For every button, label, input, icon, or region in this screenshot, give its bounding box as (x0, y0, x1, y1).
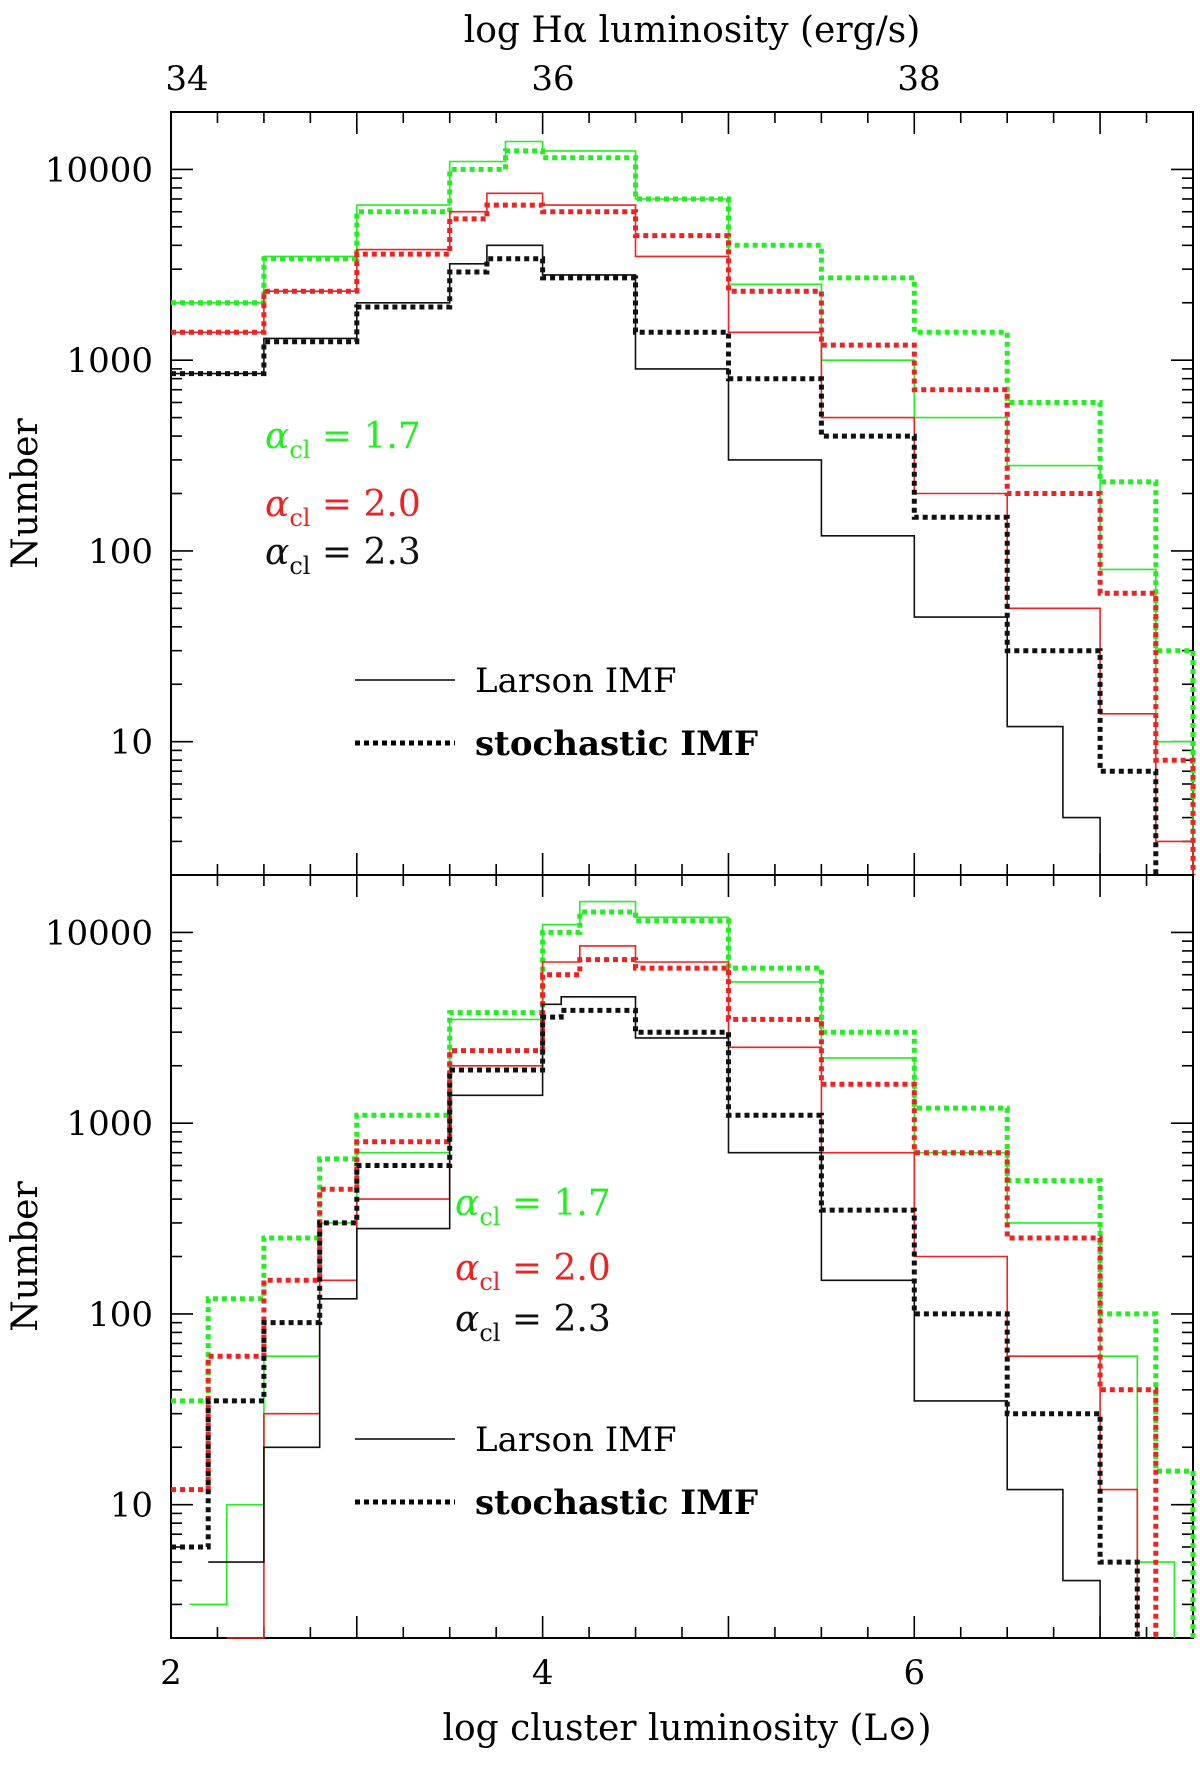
series-c1-1 (171, 909, 1196, 1638)
series-c1-2 (226, 945, 1139, 1639)
alpha-subscript: cl (289, 552, 310, 580)
alpha-symbol: α (265, 416, 289, 457)
alpha-symbol: α (265, 532, 289, 573)
top-axis-label: log Hα luminosity (erg/s) (464, 10, 921, 51)
x-axis-label: log cluster luminosity (L⊙) (442, 1708, 931, 1749)
y-tick-label: 1000 (66, 1104, 153, 1144)
y-tick-label: 100 (88, 532, 153, 572)
plot-frame-1 (170, 874, 1194, 1639)
series-c1-0 (189, 900, 1176, 1638)
alpha-symbol: α (455, 1183, 479, 1224)
series-c0-2 (171, 192, 1194, 875)
alpha-symbol: α (455, 1299, 479, 1340)
alpha-annotation-0: αcl = 1.7 (265, 416, 421, 464)
series-c0-3 (171, 202, 1196, 875)
alpha-value: = 2.0 (500, 1248, 610, 1289)
alpha-symbol: α (455, 1248, 479, 1289)
alpha-symbol: α (265, 484, 289, 525)
series-c1-4 (208, 996, 1101, 1638)
alpha-subscript: cl (479, 1319, 500, 1347)
x-tick-label: 2 (160, 1653, 182, 1693)
alpha-subscript: cl (289, 436, 310, 464)
alpha-value: = 1.7 (310, 416, 420, 457)
alpha-annotation-2: αcl = 2.3 (455, 1299, 611, 1347)
series-c1-3 (171, 957, 1159, 1638)
y-tick-label: 1000 (66, 341, 153, 381)
legend-label-1: stochastic IMF (475, 1483, 758, 1523)
alpha-value: = 2.0 (310, 484, 420, 525)
series-c0-5 (171, 256, 1159, 875)
y-axis-label: Number (5, 1181, 46, 1332)
y-tick-label: 10 (110, 723, 153, 763)
top-tick-label: 36 (531, 59, 574, 99)
alpha-subscript: cl (479, 1203, 500, 1231)
alpha-value: = 2.3 (310, 532, 420, 573)
series-c0-4 (171, 244, 1101, 875)
alpha-subscript: cl (479, 1268, 500, 1296)
top-tick-label: 34 (165, 59, 208, 99)
legend-label-1: stochastic IMF (475, 724, 758, 764)
y-tick-label: 10000 (45, 913, 153, 953)
alpha-subscript: cl (289, 504, 310, 532)
y-tick-label: 100 (88, 1295, 153, 1335)
alpha-annotation-2: αcl = 2.3 (265, 532, 421, 580)
top-tick-label: 38 (897, 59, 940, 99)
alpha-annotation-1: αcl = 2.0 (265, 484, 421, 532)
legend-label-0: Larson IMF (475, 1420, 677, 1460)
y-tick-label: 10 (110, 1486, 153, 1526)
x-tick-label: 4 (532, 1653, 554, 1693)
x-tick-label: 6 (903, 1653, 925, 1693)
legend-label-0: Larson IMF (475, 661, 677, 701)
alpha-value: = 1.7 (500, 1183, 610, 1224)
y-axis-label: Number (5, 418, 46, 569)
alpha-annotation-0: αcl = 1.7 (455, 1183, 611, 1231)
alpha-annotation-1: αcl = 2.0 (455, 1248, 611, 1296)
y-tick-label: 10000 (45, 150, 153, 190)
series-c1-5 (171, 1007, 1140, 1638)
series-c0-1 (171, 148, 1196, 800)
alpha-value: = 2.3 (500, 1299, 610, 1340)
